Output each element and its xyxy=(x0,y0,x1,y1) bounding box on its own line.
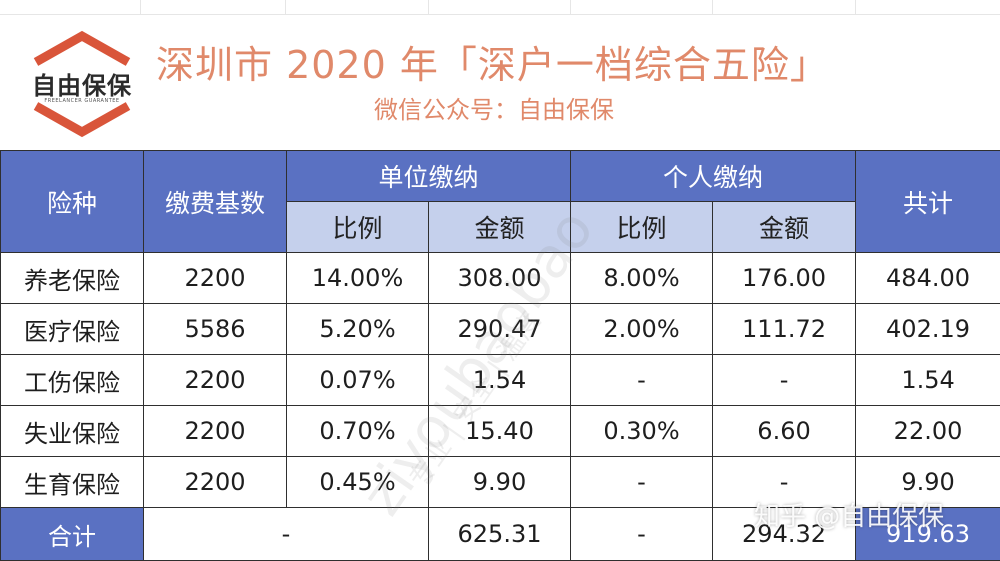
cell-type: 医疗保险 xyxy=(1,304,144,355)
zhihu-watermark: 知乎 @自由保保 xyxy=(754,496,944,533)
col-header-personal: 个人缴纳 xyxy=(571,151,856,202)
cell-company-amount: 290.47 xyxy=(429,304,571,355)
col-header-personal-amount: 金额 xyxy=(713,202,856,253)
col-header-company: 单位缴纳 xyxy=(287,151,571,202)
page-subtitle: 微信公众号：自由保保 xyxy=(374,90,614,125)
summary-company-amount: 625.31 xyxy=(429,508,571,561)
cell-company-ratio: 0.70% xyxy=(287,406,429,457)
header-banner: 自由保保 FREELANCER GUARANTEE 深圳市 2020 年「深户一… xyxy=(0,0,1000,150)
summary-personal-ratio: - xyxy=(571,508,713,561)
cell-personal-ratio: - xyxy=(571,457,713,508)
logo-text: 自由保保 xyxy=(22,66,142,101)
cell-company-ratio: 0.07% xyxy=(287,355,429,406)
cell-base: 2200 xyxy=(144,253,287,304)
cell-total: 484.00 xyxy=(856,253,1000,304)
col-header-company-ratio: 比例 xyxy=(287,202,429,253)
col-header-base: 缴费基数 xyxy=(144,151,287,253)
table-row: 失业保险 2200 0.70% 15.40 0.30% 6.60 22.00 xyxy=(1,406,1000,457)
cell-company-amount: 1.54 xyxy=(429,355,571,406)
cell-type: 生育保险 xyxy=(1,457,144,508)
header-row-1: 险种 缴费基数 单位缴纳 个人缴纳 共计 xyxy=(1,151,1000,202)
cell-base: 2200 xyxy=(144,406,287,457)
cell-total: 22.00 xyxy=(856,406,1000,457)
cell-total: 402.19 xyxy=(856,304,1000,355)
cell-type: 失业保险 xyxy=(1,406,144,457)
cell-company-ratio: 14.00% xyxy=(287,253,429,304)
cell-personal-ratio: 2.00% xyxy=(571,304,713,355)
cell-personal-amount: 111.72 xyxy=(713,304,856,355)
cell-personal-ratio: 0.30% xyxy=(571,406,713,457)
brand-logo: 自由保保 FREELANCER GUARANTEE xyxy=(22,28,142,140)
cell-personal-amount: 6.60 xyxy=(713,406,856,457)
cell-total: 1.54 xyxy=(856,355,1000,406)
col-header-total: 共计 xyxy=(856,151,1000,253)
page-title: 深圳市 2020 年「深户一档综合五险」 xyxy=(156,34,986,89)
cell-company-ratio: 0.45% xyxy=(287,457,429,508)
cell-type: 工伤保险 xyxy=(1,355,144,406)
col-header-personal-ratio: 比例 xyxy=(571,202,713,253)
cell-base: 2200 xyxy=(144,457,287,508)
col-header-type: 险种 xyxy=(1,151,144,253)
cell-personal-amount: 176.00 xyxy=(713,253,856,304)
cell-base: 5586 xyxy=(144,304,287,355)
summary-label: 合计 xyxy=(1,508,144,561)
cell-personal-ratio: - xyxy=(571,355,713,406)
cell-company-amount: 308.00 xyxy=(429,253,571,304)
cell-company-ratio: 5.20% xyxy=(287,304,429,355)
cell-company-amount: 15.40 xyxy=(429,406,571,457)
table-row: 工伤保险 2200 0.07% 1.54 - - 1.54 xyxy=(1,355,1000,406)
logo-subtext: FREELANCER GUARANTEE xyxy=(22,98,142,104)
cell-base: 2200 xyxy=(144,355,287,406)
cell-personal-ratio: 8.00% xyxy=(571,253,713,304)
cell-personal-amount: - xyxy=(713,355,856,406)
spreadsheet-top-grid xyxy=(0,0,1000,15)
cell-type: 养老保险 xyxy=(1,253,144,304)
summary-base: - xyxy=(144,508,429,561)
cell-company-amount: 9.90 xyxy=(429,457,571,508)
table-row: 医疗保险 5586 5.20% 290.47 2.00% 111.72 402.… xyxy=(1,304,1000,355)
table-row: 养老保险 2200 14.00% 308.00 8.00% 176.00 484… xyxy=(1,253,1000,304)
col-header-company-amount: 金额 xyxy=(429,202,571,253)
